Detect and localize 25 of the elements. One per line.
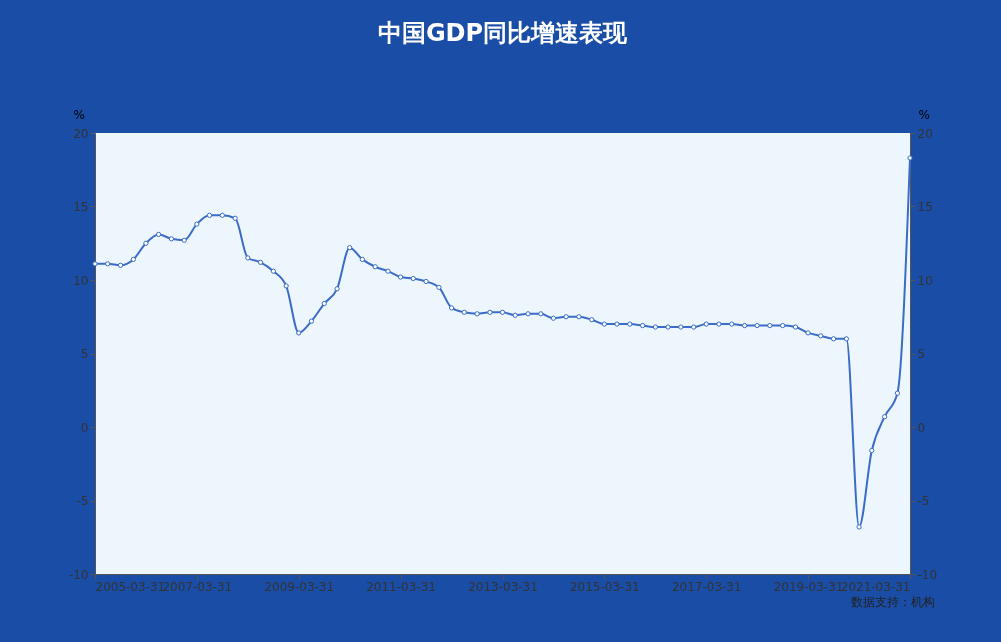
y-tick-label: 5 xyxy=(80,347,89,361)
y-axis-title: % xyxy=(73,107,85,122)
x-tick-label: 2017-03-31 xyxy=(671,579,742,594)
y-tick-label: 15 xyxy=(73,200,89,214)
text: 数据支持：机构 xyxy=(851,595,935,609)
x-tick-label: 2021-03-31 xyxy=(840,579,911,594)
y2-tick-label: 5 xyxy=(917,347,926,361)
x-tick-label: 2013-03-31 xyxy=(468,579,538,594)
x-tick-label: 2011-03-31 xyxy=(366,579,436,594)
x-tick-label: 2015-03-31 xyxy=(569,579,640,594)
y-tick-label: -10 xyxy=(68,567,89,582)
x-tick-label: 2007-03-31 xyxy=(162,579,233,594)
y-tick-label: 10 xyxy=(73,273,89,288)
y2-tick-label: 0 xyxy=(917,420,926,435)
chart-title: 中国GDP同比增速表现 xyxy=(377,19,629,47)
y2-tick-label: -10 xyxy=(917,567,938,582)
y-tick-label: -5 xyxy=(76,494,89,508)
y2-axis-title: % xyxy=(918,107,930,122)
x-tick-label: 2009-03-31 xyxy=(264,579,335,594)
y2-tick-label: 20 xyxy=(917,126,933,141)
y-tick-label: 0 xyxy=(80,420,89,435)
y2-tick-label: 15 xyxy=(917,200,933,214)
y2-tick-label: -5 xyxy=(917,494,930,508)
y-tick-label: 20 xyxy=(73,126,89,141)
y2-tick-label: 10 xyxy=(917,273,933,288)
